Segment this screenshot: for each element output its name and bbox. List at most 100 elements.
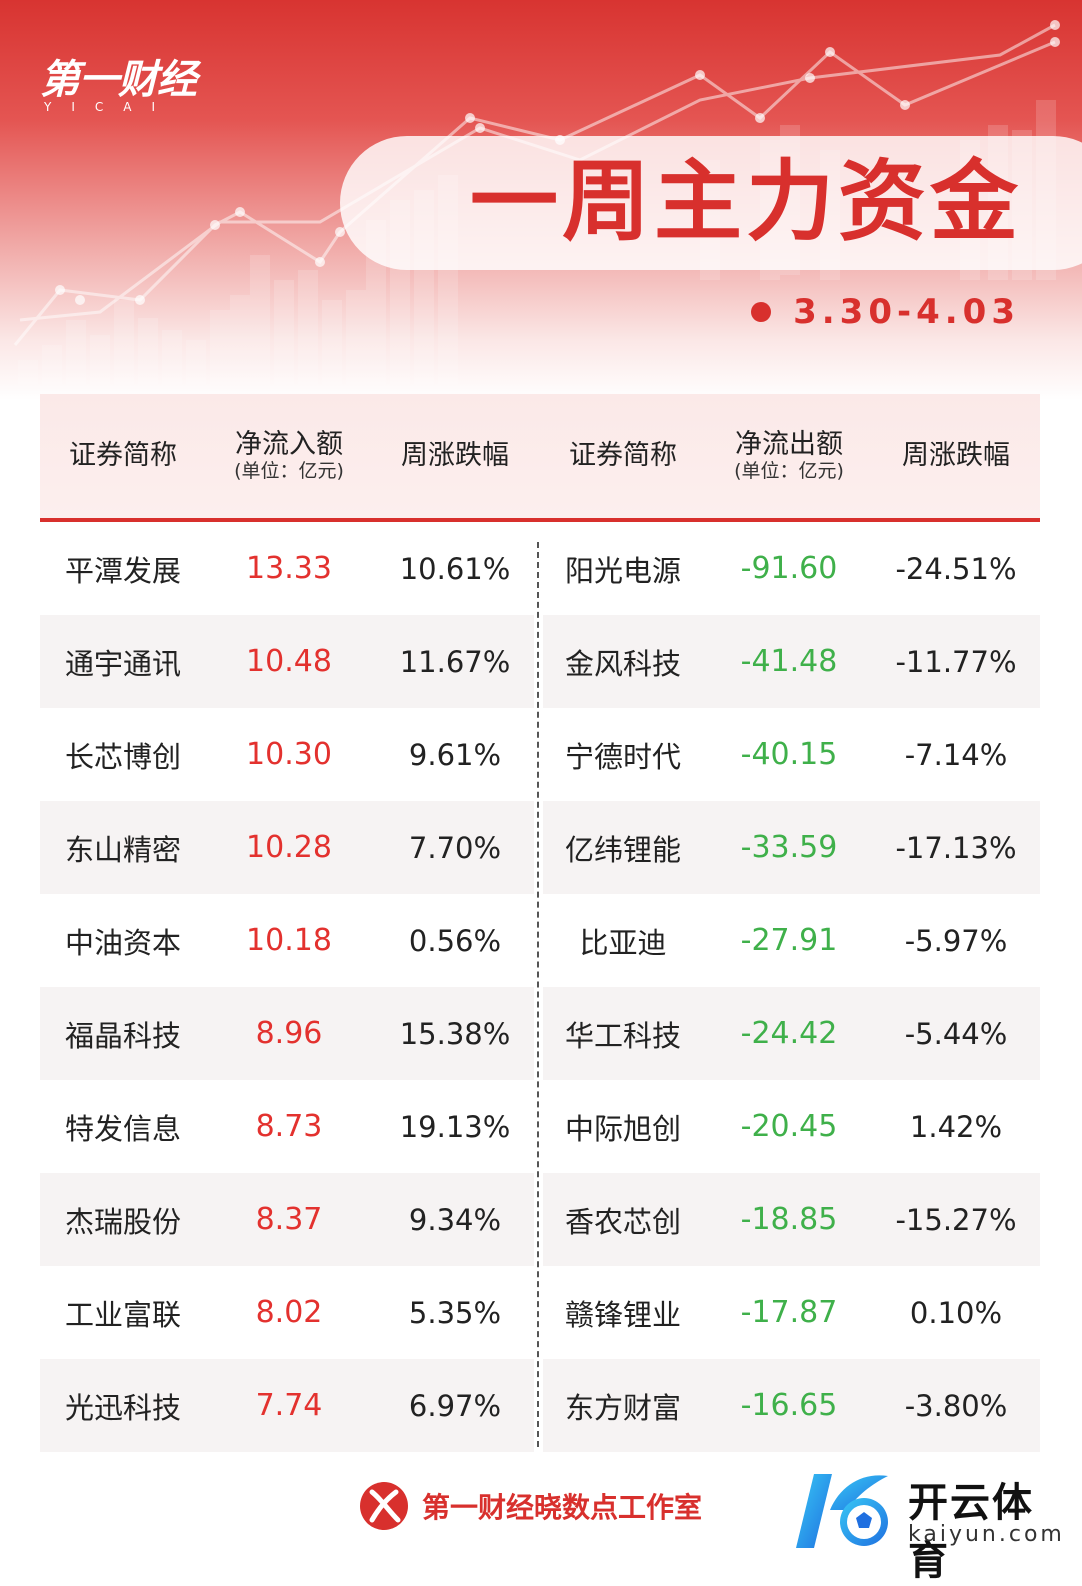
brand-watermark: 开云体育 kaiyun.com <box>792 1466 1072 1584</box>
inflow-change: 15.38% <box>399 1016 511 1051</box>
col-header-label: 净流出额 <box>735 429 843 460</box>
inflow-amount: 10.28 <box>246 830 332 865</box>
table-header: 证券简称 净流入额 (单位：亿元) 周涨跌幅 证券简称 净流出额 (单位：亿元)… <box>40 394 1040 518</box>
col-header-unit: (单位：亿元) <box>234 460 344 482</box>
studio-credit: 第一财经晓数点工作室 <box>358 1480 702 1532</box>
inflow-amount: 10.18 <box>246 923 332 958</box>
row-band <box>40 987 534 1080</box>
outflow-amount: -27.91 <box>740 923 838 958</box>
inflow-name: 平潭发展 <box>64 553 181 588</box>
outflow-name: 亿纬锂能 <box>564 832 681 867</box>
inflow-change: 7.70% <box>408 830 502 865</box>
row-band <box>543 1173 1040 1266</box>
yicai-x-icon <box>360 1482 408 1530</box>
col-header-in-change: 周涨跌幅 <box>372 394 538 518</box>
outflow-amount: -20.45 <box>740 1109 838 1144</box>
kaiyun-k-ball-icon <box>796 1474 888 1548</box>
outflow-amount: -40.15 <box>740 737 838 772</box>
outflow-change: -24.51% <box>895 551 1017 586</box>
inflow-amount: 8.73 <box>255 1109 323 1144</box>
table-row: 长芯博创 10.30 9.61% 宁德时代 -40.15 -7.14% <box>40 708 1040 801</box>
outflow-change: -5.44% <box>904 1016 1008 1051</box>
col-header-label: 证券简称 <box>69 440 177 471</box>
logo-main-text: 第一财经 <box>40 57 197 103</box>
table-row: 平潭发展 13.33 10.61% 阳光电源 -91.60 -24.51% <box>40 522 1040 615</box>
outflow-amount: -16.65 <box>740 1388 838 1423</box>
inflow-change: 9.61% <box>408 737 502 772</box>
outflow-change: 1.42% <box>909 1109 1003 1144</box>
inflow-change: 19.13% <box>399 1109 511 1144</box>
outflow-name: 中际旭创 <box>564 1111 681 1146</box>
table-row: 通宇通讯 10.48 11.67% 金风科技 -41.48 -11.77% <box>40 615 1040 708</box>
outflow-amount: -17.87 <box>740 1295 838 1330</box>
outflow-name: 香农芯创 <box>564 1204 681 1239</box>
inflow-name: 杰瑞股份 <box>64 1204 181 1239</box>
inflow-change: 0.56% <box>408 923 502 958</box>
inflow-amount: 10.48 <box>246 644 332 679</box>
header-divider <box>40 518 1040 522</box>
date-dot-icon <box>751 302 772 322</box>
table-row: 工业富联 8.02 5.35% 赣锋锂业 -17.87 0.10% <box>40 1266 1040 1359</box>
col-header-in-name: 证券简称 <box>40 394 206 518</box>
outflow-change: -3.80% <box>904 1388 1008 1423</box>
col-header-out-amount: 净流出额 (单位：亿元) <box>706 394 872 518</box>
inflow-change: 6.97% <box>408 1388 502 1423</box>
yicai-logo: 第一财经 YICAI <box>40 57 197 114</box>
outflow-name: 比亚迪 <box>579 925 667 960</box>
inflow-amount: 8.96 <box>255 1016 323 1051</box>
row-band <box>543 987 1040 1080</box>
date-text: 3.30-4.03 <box>793 292 1020 332</box>
outflow-name: 宁德时代 <box>564 739 681 774</box>
header-banner: 第一财经 YICAI 一周主力资金 3.30-4.03 <box>0 0 1082 400</box>
outflow-name: 赣锋锂业 <box>564 1297 681 1332</box>
outflow-name: 阳光电源 <box>564 553 681 588</box>
inflow-name: 中油资本 <box>64 925 181 960</box>
logo-sub-text: YICAI <box>44 100 175 114</box>
table-row: 中油资本 10.18 0.56% 比亚迪 -27.91 -5.97% <box>40 894 1040 987</box>
inflow-name: 东山精密 <box>64 832 181 867</box>
outflow-amount: -33.59 <box>740 830 838 865</box>
page-title: 一周主力资金 <box>470 150 1023 253</box>
outflow-amount: -41.48 <box>740 644 838 679</box>
outflow-amount: -18.85 <box>740 1202 838 1237</box>
outflow-amount: -91.60 <box>740 551 838 586</box>
inflow-change: 9.34% <box>408 1202 502 1237</box>
inflow-amount: 8.37 <box>255 1202 323 1237</box>
col-header-label: 证券简称 <box>569 440 677 471</box>
row-band <box>40 1359 534 1452</box>
col-header-unit: (单位：亿元) <box>734 460 844 482</box>
inflow-name: 特发信息 <box>64 1111 181 1146</box>
table-row: 光迅科技 7.74 6.97% 东方财富 -16.65 -3.80% <box>40 1359 1040 1452</box>
outflow-name: 金风科技 <box>564 646 681 681</box>
col-header-in-amount: 净流入额 (单位：亿元) <box>206 394 372 518</box>
outflow-change: -5.97% <box>904 923 1008 958</box>
inflow-name: 光迅科技 <box>64 1390 181 1425</box>
col-header-out-name: 证券简称 <box>540 394 706 518</box>
table-body: 平潭发展 13.33 10.61% 阳光电源 -91.60 -24.51% 通宇通讯 10.4… <box>40 522 1040 1452</box>
outflow-name: 华工科技 <box>564 1018 681 1053</box>
outflow-change: 0.10% <box>909 1295 1003 1330</box>
inflow-amount: 8.02 <box>255 1295 323 1330</box>
row-band <box>40 615 534 708</box>
inflow-name: 福晶科技 <box>64 1018 181 1053</box>
row-band <box>40 1173 534 1266</box>
title-pill <box>340 136 1082 270</box>
inflow-name: 通宇通讯 <box>64 646 181 681</box>
inflow-amount: 10.30 <box>246 737 332 772</box>
table-row: 福晶科技 8.96 15.38% 华工科技 -24.42 -5.44% <box>40 987 1040 1080</box>
table-row: 特发信息 8.73 19.13% 中际旭创 -20.45 1.42% <box>40 1080 1040 1173</box>
inflow-name: 长芯博创 <box>64 739 181 774</box>
brand-name-en: kaiyun.com <box>908 1522 1065 1547</box>
col-header-out-change: 周涨跌幅 <box>872 394 1040 518</box>
inflow-amount: 7.74 <box>255 1388 323 1423</box>
col-header-label: 周涨跌幅 <box>902 440 1010 471</box>
outflow-change: -17.13% <box>895 830 1017 865</box>
row-band <box>543 801 1040 894</box>
outflow-amount: -24.42 <box>740 1016 838 1051</box>
inflow-amount: 13.33 <box>246 551 332 586</box>
outflow-name: 东方财富 <box>564 1390 681 1425</box>
outflow-change: -15.27% <box>895 1202 1017 1237</box>
col-header-label: 周涨跌幅 <box>401 440 509 471</box>
row-band <box>543 615 1040 708</box>
studio-name: 第一财经晓数点工作室 <box>422 1491 703 1524</box>
